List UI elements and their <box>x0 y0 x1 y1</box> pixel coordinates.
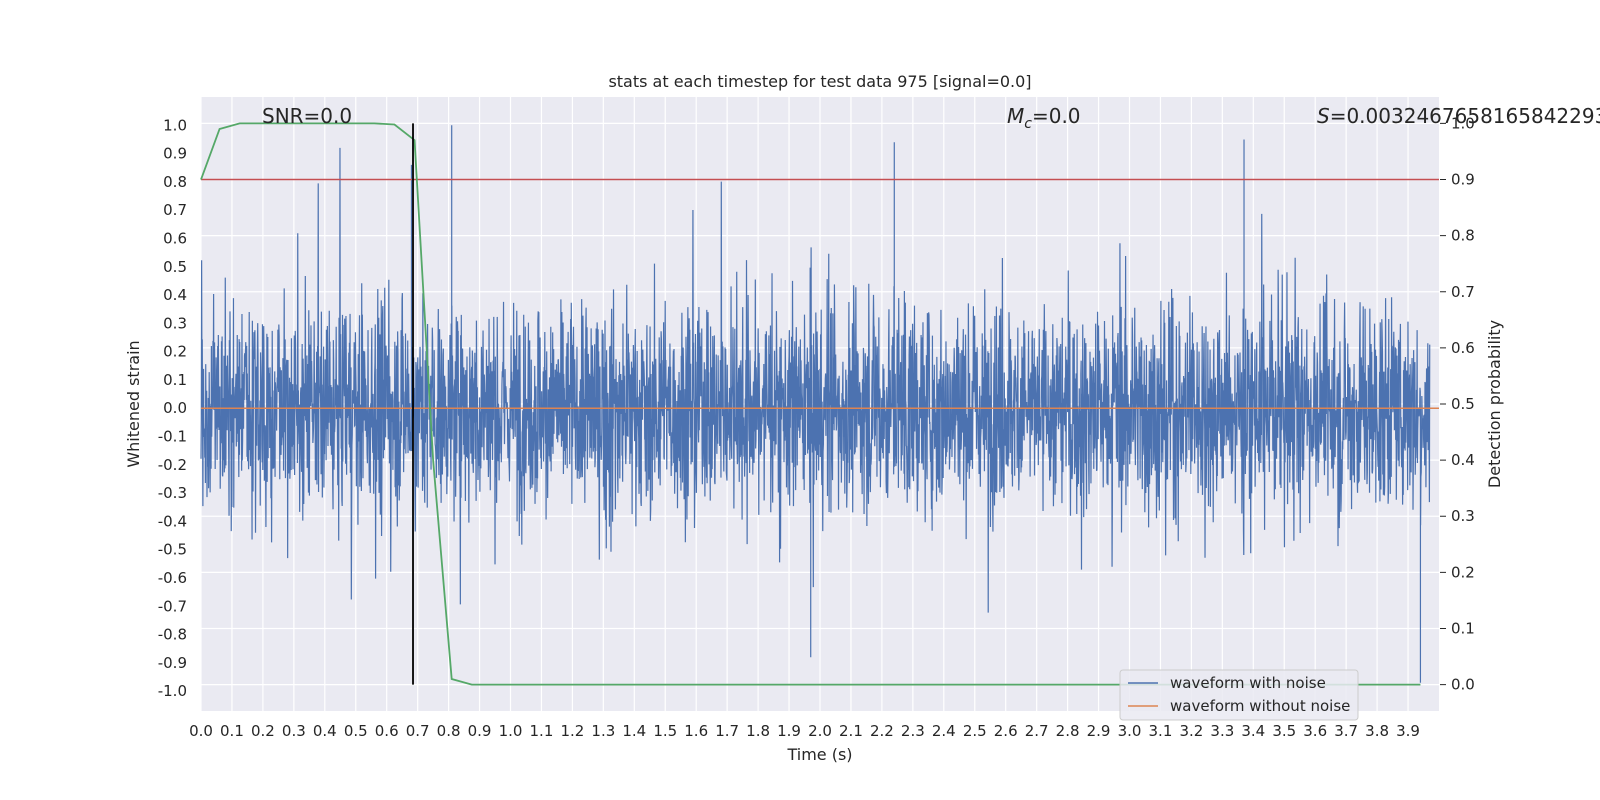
x-tick-label: 2.2 <box>870 722 894 740</box>
waveform-with-noise-series <box>200 125 1431 683</box>
y-axis-label-left: Whitened strain <box>124 340 143 467</box>
x-tick-label: 2.5 <box>963 722 987 740</box>
y-tick-label-left: -0.5 <box>158 541 187 559</box>
x-tick-label: 3.0 <box>1118 722 1142 740</box>
y-tick-label-left: 0.6 <box>163 229 187 247</box>
x-tick-label: 3.2 <box>1179 722 1203 740</box>
y-tick-label-left: 0.8 <box>163 173 187 191</box>
x-tick-label: 2.4 <box>932 722 956 740</box>
legend-label-noise: waveform with noise <box>1170 674 1326 692</box>
y-tick-label-left: 0.1 <box>163 371 187 389</box>
x-tick-label: 0.6 <box>375 722 399 740</box>
chirp-mass-subscript: c <box>1024 116 1032 132</box>
legend-box <box>1119 669 1359 721</box>
y-tick-label-right: 0.8 <box>1451 227 1475 245</box>
x-tick-label: 1.5 <box>653 722 677 740</box>
y-tick-label-left: 0.3 <box>163 314 187 332</box>
legend: waveform with noise waveform without noi… <box>1119 669 1359 721</box>
x-tick-label: 1.0 <box>499 722 523 740</box>
x-tick-label: 2.8 <box>1056 722 1080 740</box>
y-tick-label-left: 0.9 <box>163 145 187 163</box>
right-y-axis-ticks: 1.0 0.9 0.8 0.7 0.6 0.5 0.4 0.3 0.2 0.1 0.0 <box>1440 114 1475 694</box>
x-tick-label: 1.6 <box>684 722 708 740</box>
x-tick-label: 1.8 <box>746 722 770 740</box>
y-tick-label-right: 0.7 <box>1451 283 1475 301</box>
s-annotation: S=0.0032467658165842293 <box>1317 104 1600 128</box>
y-tick-label-left: -0.1 <box>158 428 187 446</box>
y-tick-label-left: -0.9 <box>158 654 187 672</box>
x-tick-label: 3.9 <box>1396 722 1420 740</box>
x-tick-label: 0.9 <box>468 722 492 740</box>
x-tick-label: 0.1 <box>220 722 244 740</box>
y-tick-label-left: -1.0 <box>158 682 187 700</box>
left-y-axis-ticks: 1.0 0.9 0.8 0.7 0.6 0.5 0.4 0.3 0.2 0.1 0.0 -0.1 -0.… <box>158 116 187 700</box>
legend-label-clean: waveform without noise <box>1170 697 1350 715</box>
y-tick-label-left: 0.2 <box>163 343 187 361</box>
y-tick-label-right: 0.9 <box>1451 171 1475 189</box>
x-tick-label: 3.7 <box>1334 722 1358 740</box>
y-tick-label-left: -0.2 <box>158 456 187 474</box>
detection-probability-line <box>200 122 1421 686</box>
x-tick-label: 3.1 <box>1149 722 1173 740</box>
x-tick-label: 3.5 <box>1272 722 1296 740</box>
y-tick-label-left: -0.8 <box>158 626 187 644</box>
x-tick-label: 2.3 <box>901 722 925 740</box>
x-tick-label: 1.9 <box>777 722 801 740</box>
y-tick-label-right: 0.4 <box>1451 451 1475 469</box>
line-series <box>200 122 1439 686</box>
x-tick-label: 0.3 <box>282 722 306 740</box>
y-tick-label-right: 0.0 <box>1451 676 1475 694</box>
x-tick-label: 1.7 <box>715 722 739 740</box>
x-tick-label: 2.7 <box>1025 722 1049 740</box>
y-tick-label-left: 1.0 <box>163 116 187 134</box>
y-tick-label-left: 0.5 <box>163 258 187 276</box>
x-tick-label: 1.2 <box>560 722 584 740</box>
x-tick-label: 1.3 <box>591 722 615 740</box>
chirp-mass-symbol: M <box>1007 104 1024 128</box>
y-axis-label-right: Detection probability <box>1485 320 1504 488</box>
x-tick-label: 0.0 <box>189 722 213 740</box>
x-tick-label: 3.3 <box>1210 722 1234 740</box>
x-tick-label: 2.6 <box>994 722 1018 740</box>
waveform-with-noise-line <box>200 125 1431 683</box>
chirp-mass-annotation: Mc=0.0 <box>1007 104 1081 132</box>
y-tick-label-right: 0.2 <box>1451 563 1475 581</box>
y-tick-label-left: 0.4 <box>163 286 187 304</box>
x-tick-label: 0.2 <box>251 722 275 740</box>
y-tick-label-left: -0.4 <box>158 512 187 530</box>
y-tick-label-right: 0.5 <box>1451 395 1475 413</box>
s-symbol: S <box>1317 104 1330 128</box>
y-tick-label-left: -0.3 <box>158 484 187 502</box>
x-tick-label: 3.8 <box>1365 722 1389 740</box>
y-tick-label-right: 0.3 <box>1451 507 1475 525</box>
x-tick-label: 2.1 <box>839 722 863 740</box>
x-tick-label: 3.4 <box>1241 722 1265 740</box>
x-tick-label: 2.9 <box>1087 722 1111 740</box>
y-tick-label-right: 0.1 <box>1451 619 1475 637</box>
x-tick-label: 2.0 <box>808 722 832 740</box>
y-tick-label-left: -0.7 <box>158 597 187 615</box>
y-tick-label-right: 1.0 <box>1451 114 1475 132</box>
snr-annotation: SNR=0.0 <box>262 104 352 128</box>
x-tick-label: 0.4 <box>313 722 337 740</box>
x-tick-label: 1.4 <box>622 722 646 740</box>
y-tick-label-right: 0.6 <box>1451 339 1475 357</box>
s-value: =0.0032467658165842293 <box>1330 104 1600 128</box>
x-axis-label: Time (s) <box>786 745 852 764</box>
x-tick-label: 1.1 <box>530 722 554 740</box>
y-tick-label-left: 0.7 <box>163 201 187 219</box>
chart-title: stats at each timestep for test data 975… <box>608 72 1031 91</box>
x-axis-ticks: 0.0 0.1 0.2 0.3 0.4 0.5 0.6 0.7 0.8 0.9 1.0 1.1 1.2 1… <box>189 722 1420 740</box>
x-tick-label: 0.7 <box>406 722 430 740</box>
x-tick-label: 0.5 <box>344 722 368 740</box>
x-tick-label: 3.6 <box>1303 722 1327 740</box>
chirp-mass-value: =0.0 <box>1032 104 1081 128</box>
y-tick-label-left: -0.6 <box>158 569 187 587</box>
y-tick-label-left: 0.0 <box>163 399 187 417</box>
x-tick-label: 0.8 <box>437 722 461 740</box>
